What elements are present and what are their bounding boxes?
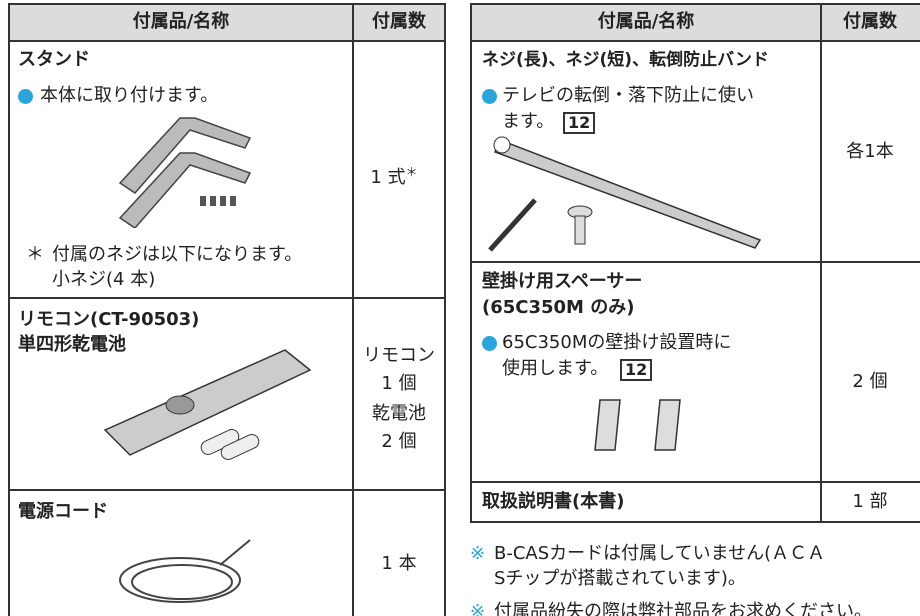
spacer-illustration bbox=[594, 399, 681, 451]
rule bbox=[470, 261, 920, 263]
count: リモコン bbox=[363, 345, 435, 366]
rule bbox=[470, 40, 920, 42]
note-mark: ＊ bbox=[26, 244, 44, 265]
count: 各1本 bbox=[846, 141, 894, 162]
item-name: スタンド bbox=[18, 49, 90, 70]
item-name: ネジ(長)、ネジ(短)、転倒防止バンド bbox=[482, 50, 769, 70]
count: 1 本 bbox=[381, 553, 417, 574]
rule bbox=[8, 297, 446, 299]
item-text: テレビの転倒・落下防止に使い bbox=[502, 85, 754, 106]
note-mark: ※ bbox=[470, 601, 486, 616]
note: B-CASカードは付属していません(ＡＣＡ bbox=[494, 543, 826, 564]
page-ref: 12 bbox=[563, 112, 596, 134]
count: 1 部 bbox=[852, 491, 888, 512]
count: 1 式＊ bbox=[354, 160, 434, 190]
bullet bbox=[482, 89, 497, 104]
item-name: 壁掛け用スペーサー bbox=[482, 271, 643, 292]
stand-illustration bbox=[118, 117, 252, 228]
left-table bbox=[8, 3, 446, 616]
page-ref: 12 bbox=[620, 359, 653, 381]
item-name: (65C350M のみ) bbox=[482, 297, 635, 318]
item-text: 使用します。 bbox=[502, 358, 609, 379]
header-bg bbox=[472, 5, 920, 41]
right-table bbox=[470, 3, 920, 523]
header: 付属数 bbox=[843, 11, 897, 32]
count: 乾電池 bbox=[372, 403, 426, 424]
item-text: ます。 bbox=[502, 111, 555, 132]
rule bbox=[352, 3, 354, 616]
header: 付属品/名称 bbox=[597, 11, 695, 32]
note: 付属のネジは以下になります。 bbox=[52, 244, 303, 265]
header: 付属品/名称 bbox=[132, 11, 230, 32]
item-name: リモコン(CT-90503) bbox=[18, 309, 200, 330]
note: Sチップが搭載されています)。 bbox=[494, 568, 746, 589]
header: 付属数 bbox=[372, 11, 426, 32]
item-text: 65C350Mの壁掛け設置時に bbox=[502, 332, 732, 353]
item-name: 電源コード bbox=[18, 501, 108, 522]
count-mark: ＊ bbox=[405, 165, 418, 179]
note-mark: ※ bbox=[470, 543, 486, 564]
count: 2 個 bbox=[852, 371, 888, 392]
count-text: 1 式 bbox=[370, 167, 406, 188]
screw-illustration bbox=[488, 136, 762, 252]
note: 付属品紛失の際は弊社部品をお求めください。 bbox=[494, 601, 872, 616]
rule bbox=[470, 481, 920, 483]
count: 2 個 bbox=[381, 431, 417, 452]
bullet bbox=[18, 89, 33, 104]
rule bbox=[820, 3, 822, 523]
count: 1 個 bbox=[381, 373, 417, 394]
cord-illustration bbox=[119, 539, 251, 603]
note: 小ネジ(4 本) bbox=[52, 269, 156, 290]
rule bbox=[8, 489, 446, 491]
header-bg bbox=[10, 5, 444, 41]
item-name: 単四形乾電池 bbox=[18, 334, 126, 355]
rule bbox=[8, 40, 446, 42]
bullet bbox=[482, 336, 497, 351]
remote-illustration bbox=[103, 349, 312, 460]
item-text: 本体に取り付けます。 bbox=[40, 85, 219, 106]
item-name: 取扱説明書(本書) bbox=[482, 491, 625, 512]
